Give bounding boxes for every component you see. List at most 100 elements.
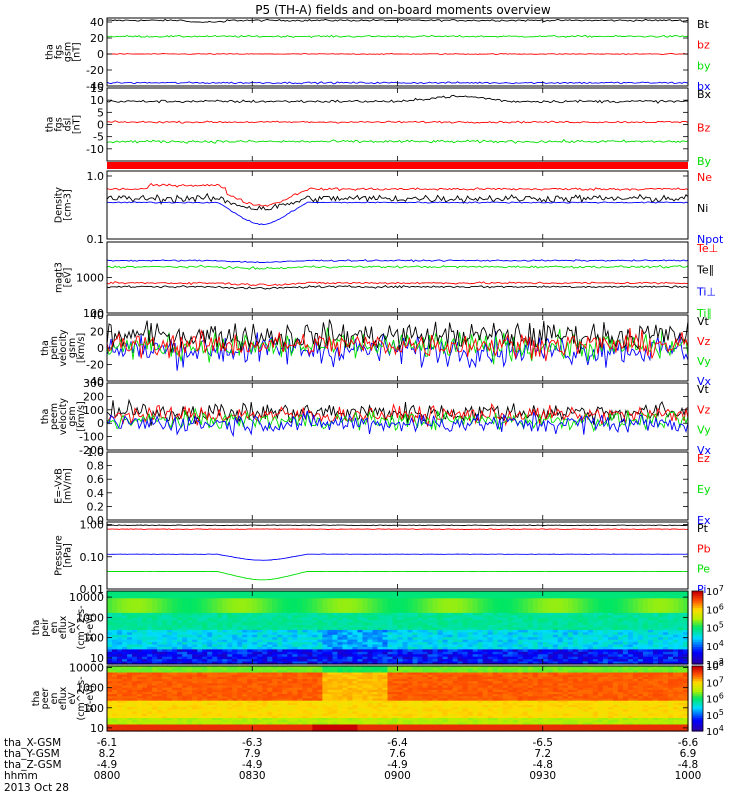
spectrogram-cell [192,676,198,680]
spectrogram-cell [532,651,539,655]
spectrogram-cell [647,625,654,629]
spectrogram-cell [602,637,609,641]
spectrogram-cell [517,593,524,597]
spectrogram-cell [597,622,604,626]
spectrogram-cell [157,654,163,658]
spectrogram-cell [527,646,534,650]
spectrogram-cell [377,639,384,643]
spectrogram-cell [617,685,624,689]
spectrogram-cell [227,666,233,669]
spectrogram-cell [512,651,519,655]
spectrogram-cell [457,634,464,638]
spectrogram-cell [177,642,183,646]
spectrogram-cell [502,595,509,599]
spectrogram-cell [437,670,444,674]
spectrogram-cell [122,591,128,595]
spectrogram-cell [142,595,148,599]
spectrogram-cell [142,672,148,676]
spectrogram-cell [387,634,394,638]
spectrogram-cell [232,676,238,680]
spectrogram-cell [622,612,629,616]
spectrogram-cell [587,642,594,646]
spectrogram-cell [612,627,619,631]
spectrogram-cell [442,679,449,682]
spectrogram-cell [117,683,123,687]
spectrogram-cell [342,670,349,674]
spectrogram-cell [682,615,689,619]
spectrogram-cell [442,593,449,597]
spectrogram-cell [542,622,549,626]
spectrogram-cell [387,681,394,684]
spectrogram-cell [522,659,529,663]
spectrogram-cell [297,644,303,648]
spectrogram-cell [282,654,288,658]
spectrogram-cell [297,612,303,616]
spectrogram-cell [472,598,479,602]
spectrogram-cell [417,625,424,629]
spectrogram-cell [112,625,118,629]
spectrogram-cell [472,644,479,648]
spectrogram-cell [567,610,574,614]
spectrogram-cell [297,656,303,660]
spectrogram-cell [247,644,253,648]
spectrogram-cell [672,676,679,680]
y-tick-label: 0 [97,48,104,61]
spectrogram-cell [297,598,303,602]
spectrogram-cell [412,668,419,671]
spectrogram-cell [202,591,208,595]
spectrogram-cell [112,595,118,599]
spectrogram-cell [152,620,158,624]
spectrogram-cell [177,625,183,629]
spectrogram-cell [547,634,554,638]
spectrogram-cell [492,625,499,629]
spectrogram-cell [217,637,223,641]
spectrogram-cell [547,593,554,597]
spectrogram-cell [402,603,409,607]
spectrogram-cell [327,595,333,599]
spectrogram-cell [422,617,429,621]
spectrogram-cell [522,632,529,636]
spectrogram-cell [312,644,318,648]
spectrogram-cell [292,627,298,631]
spectrogram-cell [642,637,649,641]
spectrogram-cell [212,593,218,597]
spectrogram-cell [632,670,639,674]
spectrogram-cell [397,612,404,616]
spectrogram-cell [482,672,489,676]
spectrogram-cell [427,679,434,682]
spectrogram-cell [652,591,659,595]
y-tick-label: 100 [83,632,104,645]
spectrogram-cell [537,620,544,624]
spectrogram-cell [367,644,374,648]
spectrogram-cell [547,605,554,609]
spectrogram-cell [537,637,544,641]
spectrogram-cell [297,627,303,631]
spectrogram-cell [377,612,384,616]
spectrogram-cell [407,605,414,609]
y-tick-label: 0.4 [87,487,105,500]
spectrogram-cell [232,615,238,619]
spectrogram-cell [162,676,168,680]
spectrogram-cell [662,670,669,674]
spectrogram-cell [247,620,253,624]
legend-item: Vy [697,355,711,368]
spectrogram-cell [317,637,323,641]
spectrogram-cell [422,659,429,663]
spectrogram-cell [327,681,333,684]
y-tick-label: 0 [97,342,104,355]
spectrogram-cell [142,591,148,595]
spectrogram-cell [607,632,614,636]
spectrogram-cell [312,668,318,671]
spectrogram-cell [432,620,439,624]
spectrogram-cell [437,632,444,636]
spectrogram-cell [492,620,499,624]
spectrogram-cell [567,672,574,676]
spectrogram-cell [542,634,549,638]
spectrogram-cell [467,620,474,624]
spectrogram-cell [592,627,599,631]
spectrogram-cell [247,666,253,669]
spectrogram-cell [512,672,519,676]
spectrogram-cell [602,629,609,633]
spectrogram-cell [367,593,374,597]
spectrogram-cell [382,634,389,638]
